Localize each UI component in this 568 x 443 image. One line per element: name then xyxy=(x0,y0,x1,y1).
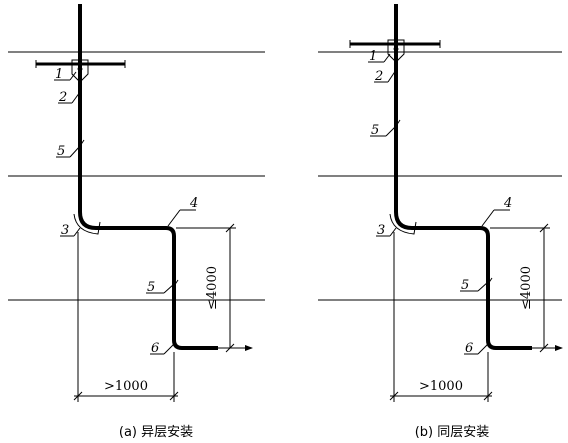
fixing-clamp xyxy=(71,59,89,83)
caption-b: (b) 同层安装 xyxy=(415,425,490,440)
callout-1: 1 xyxy=(369,49,377,64)
callout-4: 4 xyxy=(503,196,512,211)
dim-height-label: ≤4000 xyxy=(519,266,534,310)
dim-height-label: ≤4000 xyxy=(205,266,220,310)
panel-a-different-floor: ≤4000 >1000 1 2 5 3 4 5 6 (a) 异层安装 xyxy=(8,4,265,440)
elbow xyxy=(78,211,97,230)
elbow xyxy=(394,211,413,230)
fixing-clamp xyxy=(387,39,405,63)
callout-5a: 5 xyxy=(371,123,379,138)
callout-5b: 5 xyxy=(147,280,155,295)
callout-2: 2 xyxy=(374,69,383,84)
panel-b-same-floor: ≤4000 >1000 1 2 5 3 4 5 6 (b) 同层安装 xyxy=(318,4,563,440)
callout-1: 1 xyxy=(55,67,63,82)
dim-width-label: >1000 xyxy=(419,379,463,394)
callout-5a: 5 xyxy=(57,144,65,159)
callout-6: 6 xyxy=(465,341,473,356)
callout-4: 4 xyxy=(189,196,198,211)
callout-5b: 5 xyxy=(461,278,469,293)
callout-3: 3 xyxy=(377,223,385,238)
callout-3: 3 xyxy=(61,223,69,238)
dim-width-label: >1000 xyxy=(104,379,148,394)
callout-2: 2 xyxy=(58,90,67,105)
callout-6: 6 xyxy=(151,341,159,356)
caption-a: (a) 异层安装 xyxy=(119,425,193,440)
offset-pipe xyxy=(412,226,532,350)
offset-pipe xyxy=(96,226,218,350)
